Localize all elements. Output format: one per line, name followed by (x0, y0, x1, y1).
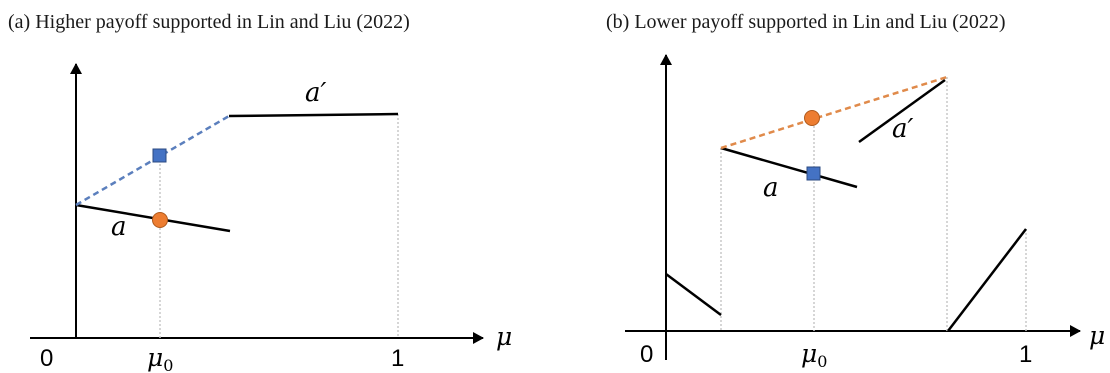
panel-b-axis-label: μ (1089, 321, 1105, 350)
panel-b: (b) Lower payoff supported in Lin and Li… (606, 11, 1105, 371)
panel-a-tick-zero: 0 (40, 345, 53, 372)
panel-a-tick-mu0: μ0 (147, 343, 173, 373)
panel-a-caption: (a) Higher payoff supported in Lin and L… (8, 11, 410, 33)
panel-a-label-a: a (111, 212, 127, 242)
panel-b-curve-right-segment (947, 228, 1027, 332)
panel-a-axis-label: μ (496, 322, 512, 351)
panel-b-label-a: a (763, 173, 779, 203)
panel-a: (a) Higher payoff supported in Lin and L… (8, 11, 512, 373)
panel-b-tick-one: 1 (1019, 341, 1032, 368)
panel-b-tick-zero: 0 (640, 341, 653, 368)
panel-b-circle-marker (804, 110, 820, 126)
panel-b-label-a-prime: a′ (892, 114, 914, 144)
panel-a-circle-marker (152, 212, 168, 228)
panel-b-curve-a (720, 146, 858, 189)
panel-a-tick-one: 1 (391, 345, 404, 372)
panel-b-tick-mu0: μ0 (801, 339, 827, 371)
panel-b-curve-a-prime (858, 78, 946, 144)
panel-b-caption: (b) Lower payoff supported in Lin and Li… (606, 11, 1006, 33)
panel-a-square-marker (152, 148, 167, 163)
panel-b-curve-left-segment (665, 272, 722, 317)
panel-b-square-marker (806, 166, 821, 181)
panel-a-label-a-prime: a′ (305, 78, 327, 108)
panel-a-curve-a-prime (228, 112, 399, 118)
